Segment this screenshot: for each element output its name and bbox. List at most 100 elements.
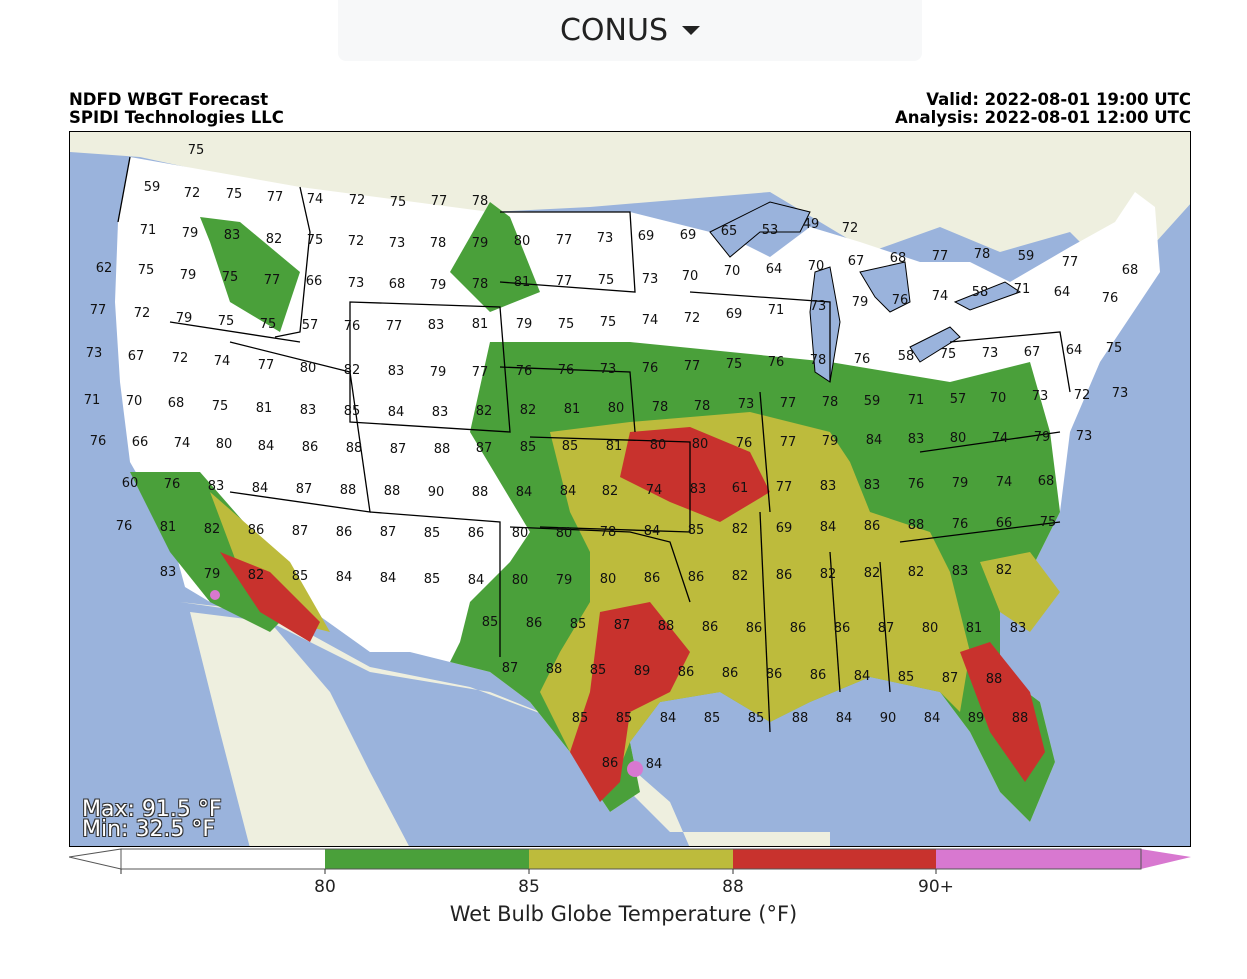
station-value: 79 <box>516 317 533 332</box>
station-value: 82 <box>602 484 619 499</box>
station-value: 78 <box>974 247 991 262</box>
station-value: 88 <box>546 662 563 677</box>
station-value: 89 <box>968 711 985 726</box>
station-value: 80 <box>556 526 573 541</box>
station-value: 85 <box>424 526 441 541</box>
station-value: 75 <box>598 273 615 288</box>
station-value: 75 <box>558 317 575 332</box>
colorbar-tick-90plus: 90+ <box>918 877 954 897</box>
station-value: 72 <box>134 306 151 321</box>
station-value: 85 <box>292 569 309 584</box>
station-value: 68 <box>1038 474 1055 489</box>
station-value: 49 <box>803 217 820 232</box>
station-value: 86 <box>702 620 719 635</box>
station-value: 82 <box>344 363 361 378</box>
station-value: 84 <box>836 711 853 726</box>
station-value: 84 <box>252 481 269 496</box>
station-value: 85 <box>748 711 765 726</box>
station-value: 82 <box>520 403 537 418</box>
station-value: 74 <box>174 436 191 451</box>
station-values: 75 59 72 75 77 74 72 75 77 78 71 79 83 82 75 72 73 78 79 80… <box>84 143 1139 772</box>
station-value: 72 <box>1074 388 1091 403</box>
station-value: 75 <box>1040 515 1057 530</box>
lake-erie <box>909 326 961 363</box>
wbgt-map[interactable]: 75 59 72 75 77 74 72 75 77 78 71 79 83 82 75 72 73 78 79 80… <box>69 131 1191 847</box>
station-value: 62 <box>96 261 113 276</box>
station-value: 75 <box>1106 341 1123 356</box>
station-value: 88 <box>792 711 809 726</box>
station-value: 85 <box>562 439 579 454</box>
station-value: 85 <box>898 670 915 685</box>
station-value: 84 <box>660 711 677 726</box>
station-value: 77 <box>932 249 949 264</box>
station-value: 83 <box>820 479 837 494</box>
station-value: 82 <box>732 522 749 537</box>
caret-down-icon <box>682 26 700 35</box>
station-value: 71 <box>908 393 925 408</box>
station-value: 85 <box>482 615 499 630</box>
region-dropdown[interactable]: CONUS <box>338 0 922 61</box>
station-value: 79 <box>204 567 221 582</box>
station-value: 76 <box>558 363 575 378</box>
station-value: 87 <box>942 671 959 686</box>
station-value: 84 <box>388 405 405 420</box>
station-value: 61 <box>732 481 749 496</box>
station-value: 79 <box>822 434 839 449</box>
station-value: 74 <box>307 192 324 207</box>
station-value: 80 <box>692 437 709 452</box>
lake-huron <box>859 261 911 313</box>
station-value: 80 <box>514 234 531 249</box>
station-value: 87 <box>476 441 493 456</box>
station-value: 85 <box>424 572 441 587</box>
station-value: 57 <box>950 392 967 407</box>
station-value: 71 <box>768 303 785 318</box>
colorbar-left-arrow <box>69 848 122 870</box>
station-value: 68 <box>1122 263 1139 278</box>
station-value: 70 <box>724 264 741 279</box>
colorbar-bin-88 <box>733 849 936 869</box>
colorbar-right-arrow <box>1141 849 1191 869</box>
station-value: 66 <box>306 274 323 289</box>
station-value: 79 <box>176 311 193 326</box>
station-value: 87 <box>878 621 895 636</box>
baja-land <box>190 612 409 846</box>
station-value: 88 <box>340 483 357 498</box>
station-value: 83 <box>300 403 317 418</box>
station-value: 73 <box>86 346 103 361</box>
colorbar-tick-85: 85 <box>518 877 540 897</box>
station-value: 86 <box>766 667 783 682</box>
station-value: 84 <box>924 711 941 726</box>
station-value: 89 <box>634 664 651 679</box>
station-value: 88 <box>346 441 363 456</box>
station-value: 76 <box>892 293 909 308</box>
station-value: 82 <box>820 567 837 582</box>
station-value: 74 <box>996 475 1013 490</box>
station-value: 73 <box>600 362 617 377</box>
station-value: 77 <box>556 233 573 248</box>
station-value: 81 <box>966 621 983 636</box>
station-value: 78 <box>472 277 489 292</box>
station-value: 86 <box>302 440 319 455</box>
station-value: 71 <box>1014 282 1031 297</box>
station-value: 76 <box>736 436 753 451</box>
station-value: 73 <box>348 276 365 291</box>
station-value: 76 <box>952 517 969 532</box>
station-value: 77 <box>386 319 403 334</box>
analysis-time: Analysis: 2022-08-01 12:00 UTC <box>894 108 1191 127</box>
station-value: 87 <box>502 661 519 676</box>
station-value: 78 <box>430 236 447 251</box>
station-value: 67 <box>848 254 865 269</box>
station-value: 79 <box>430 278 447 293</box>
station-value: 76 <box>90 434 107 449</box>
forecast-product-title: NDFD WBGT Forecast <box>69 90 269 109</box>
station-value: 86 <box>864 519 881 534</box>
station-value: 60 <box>122 476 139 491</box>
station-value: 85 <box>572 711 589 726</box>
station-value: 66 <box>132 435 149 450</box>
station-value: 80 <box>608 401 625 416</box>
station-value: 84 <box>258 439 275 454</box>
station-value: 78 <box>694 399 711 414</box>
min-value: Min: 32.5 °F <box>82 817 216 842</box>
band-90plus <box>627 761 643 777</box>
station-value: 88 <box>908 518 925 533</box>
